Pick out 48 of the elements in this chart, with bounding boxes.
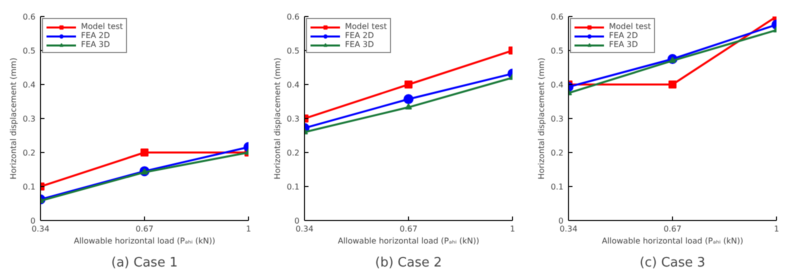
y-tick-label: 0.1 [22, 182, 36, 192]
legend-label: FEA 2D [81, 31, 110, 40]
x-axis-title: Allowable horizontal load (Pₐₕᵢ (kN)) [602, 236, 744, 246]
text: (b) Case 2 [375, 256, 442, 270]
x-tick-label: 0.67 [664, 224, 682, 234]
x-tick-label: 0.34 [296, 224, 314, 234]
legend-label: FEA 3D [81, 40, 110, 49]
x-axis-title: Allowable horizontal load (Pₐₕᵢ (kN)) [338, 236, 480, 246]
y-tick-label: 0.3 [22, 114, 36, 124]
y-tick-label: 0.1 [550, 182, 564, 192]
y-tick-label: 0.6 [286, 12, 300, 22]
legend-label: FEA 2D [609, 31, 638, 40]
text: (c) Case 3 [640, 256, 706, 270]
y-tick-label: 0.2 [22, 148, 36, 158]
x-tick-label: 1 [774, 224, 780, 234]
x-tick-label: 0.34 [560, 224, 578, 234]
y-tick-label: 0.5 [286, 46, 300, 56]
y-tick-label: 0.5 [550, 46, 564, 56]
x-tick-label: 0.34 [32, 224, 50, 234]
text: (a) Case 1 [111, 256, 178, 270]
legend-label: Model test [81, 22, 123, 31]
y-tick-label: 0.4 [22, 80, 36, 90]
x-tick-label: 1 [246, 224, 252, 234]
y-tick-label: 0.1 [286, 182, 300, 192]
x-tick-label: 0.67 [400, 224, 418, 234]
x-axis-title: Allowable horizontal load (Pₐₕᵢ (kN)) [74, 236, 216, 246]
y-tick-label: 0 [294, 216, 300, 226]
legend-label: Model test [345, 22, 387, 31]
y-tick-label: 0.5 [22, 46, 36, 56]
y-tick-label: 0.2 [550, 148, 564, 158]
legend-label: FEA 2D [345, 31, 374, 40]
x-tick-label: 0.67 [136, 224, 154, 234]
legend-label: FEA 3D [345, 40, 374, 49]
y-tick-label: 0.3 [286, 114, 300, 124]
y-tick-label: 0.6 [22, 12, 36, 22]
y-tick-label: 0 [30, 216, 36, 226]
legend-label: FEA 3D [609, 40, 638, 49]
y-tick-label: 0 [558, 216, 564, 226]
y-axis-title: Horizontal displacement (mm) [8, 58, 18, 180]
y-tick-label: 0.6 [550, 12, 564, 22]
y-tick-label: 0.3 [550, 114, 564, 124]
y-axis-title: Horizontal displacement (mm) [272, 58, 282, 180]
x-tick-label: 1 [510, 224, 516, 234]
legend-label: Model test [609, 22, 651, 31]
y-tick-label: 0.4 [550, 80, 564, 90]
y-tick-label: 0.2 [286, 148, 300, 158]
y-tick-label: 0.4 [286, 80, 300, 90]
y-axis-title: Horizontal displacement (mm) [536, 58, 546, 180]
